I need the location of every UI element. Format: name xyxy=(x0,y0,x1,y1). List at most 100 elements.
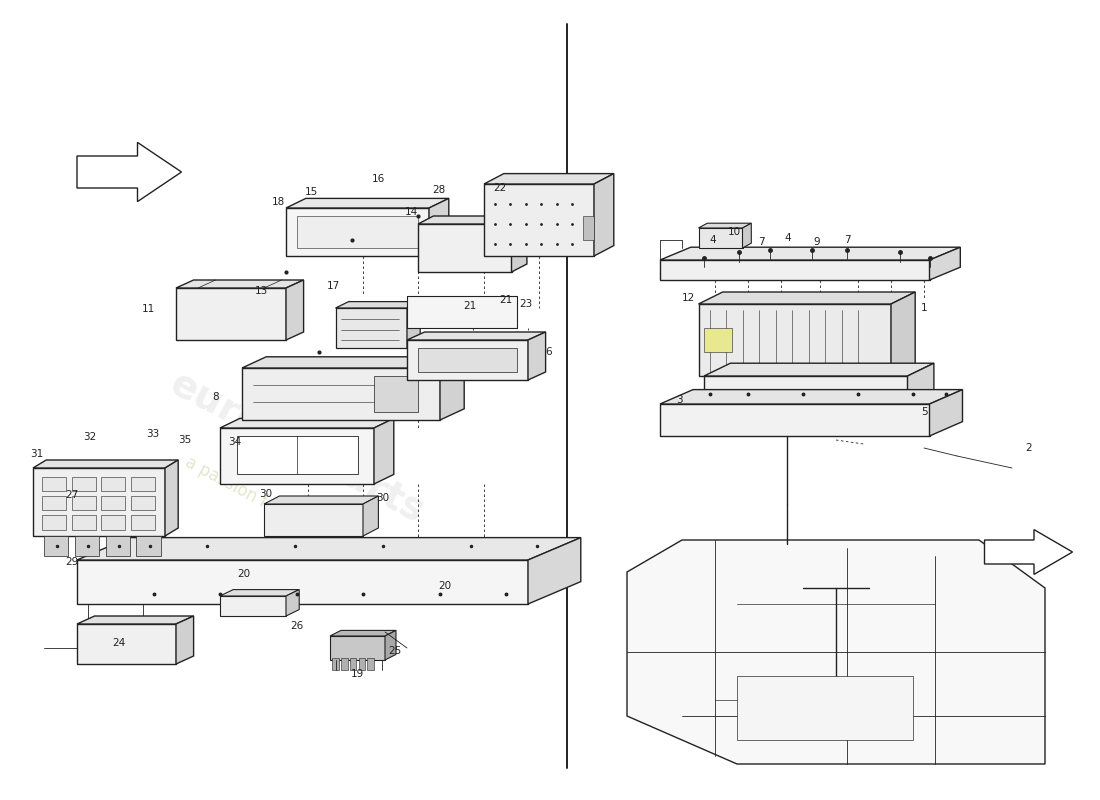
Text: 17: 17 xyxy=(327,281,340,290)
Bar xyxy=(350,658,356,670)
Polygon shape xyxy=(176,280,304,288)
Polygon shape xyxy=(330,630,396,636)
Bar xyxy=(367,658,374,670)
Text: 20: 20 xyxy=(238,569,251,578)
Bar xyxy=(704,328,732,352)
Bar xyxy=(42,496,66,510)
Bar xyxy=(330,636,385,660)
Bar xyxy=(407,340,528,380)
Text: 8: 8 xyxy=(212,392,219,402)
Text: 7: 7 xyxy=(758,238,764,247)
Text: 12: 12 xyxy=(682,293,695,302)
Polygon shape xyxy=(374,418,394,484)
Polygon shape xyxy=(512,216,527,272)
Bar xyxy=(42,515,66,530)
Bar xyxy=(220,596,286,616)
Text: 18: 18 xyxy=(272,197,285,206)
Bar xyxy=(242,368,440,420)
Bar xyxy=(101,477,125,491)
Polygon shape xyxy=(429,198,449,256)
Text: 34: 34 xyxy=(228,437,241,446)
Bar xyxy=(704,376,908,404)
Text: 28: 28 xyxy=(432,186,446,195)
Polygon shape xyxy=(407,332,546,340)
Bar xyxy=(332,658,339,670)
Bar xyxy=(286,208,429,256)
Bar xyxy=(33,468,165,536)
Text: 3: 3 xyxy=(676,395,683,405)
Polygon shape xyxy=(220,590,299,596)
Bar xyxy=(72,515,96,530)
Polygon shape xyxy=(363,496,378,536)
Polygon shape xyxy=(407,302,420,348)
Text: 33: 33 xyxy=(146,430,160,439)
Bar xyxy=(72,496,96,510)
Polygon shape xyxy=(33,460,178,468)
Polygon shape xyxy=(77,142,182,202)
Polygon shape xyxy=(908,363,934,404)
Text: 13: 13 xyxy=(255,286,268,296)
Bar xyxy=(341,658,348,670)
Text: 32: 32 xyxy=(84,432,97,442)
Bar xyxy=(106,536,130,556)
Bar xyxy=(44,536,68,556)
Bar xyxy=(583,216,594,240)
Bar xyxy=(220,428,374,484)
Text: 9: 9 xyxy=(813,237,820,246)
Polygon shape xyxy=(930,390,962,436)
Bar xyxy=(136,536,161,556)
Bar xyxy=(236,436,358,474)
Bar xyxy=(737,676,913,740)
Text: 30: 30 xyxy=(260,490,273,499)
Polygon shape xyxy=(336,302,420,308)
Polygon shape xyxy=(742,223,751,248)
Text: 10: 10 xyxy=(728,227,741,237)
Text: 24: 24 xyxy=(112,638,125,648)
Polygon shape xyxy=(286,280,304,340)
Bar xyxy=(131,496,155,510)
Polygon shape xyxy=(165,460,178,536)
Polygon shape xyxy=(704,363,934,376)
Text: 30: 30 xyxy=(376,493,389,502)
Polygon shape xyxy=(242,357,464,368)
Text: 20: 20 xyxy=(438,581,451,590)
Text: 21: 21 xyxy=(499,295,513,305)
Bar xyxy=(359,658,365,670)
Bar xyxy=(176,288,286,340)
Text: 25: 25 xyxy=(388,646,401,656)
Bar xyxy=(336,308,407,348)
Text: 6: 6 xyxy=(546,347,552,357)
Text: 7: 7 xyxy=(844,235,850,245)
Polygon shape xyxy=(77,616,194,624)
Bar xyxy=(407,296,517,328)
Bar xyxy=(418,348,517,372)
Bar xyxy=(131,477,155,491)
Polygon shape xyxy=(77,538,581,560)
Polygon shape xyxy=(528,538,581,604)
Polygon shape xyxy=(984,530,1072,574)
Bar xyxy=(72,477,96,491)
Polygon shape xyxy=(418,216,527,224)
Polygon shape xyxy=(264,496,378,504)
Text: a passion for parts since 1985: a passion for parts since 1985 xyxy=(183,453,411,587)
Polygon shape xyxy=(440,357,464,420)
Polygon shape xyxy=(698,292,915,304)
Polygon shape xyxy=(660,247,960,260)
Polygon shape xyxy=(286,590,299,616)
Polygon shape xyxy=(660,390,962,404)
Bar xyxy=(484,184,594,256)
Bar xyxy=(660,260,930,280)
Bar xyxy=(131,515,155,530)
Bar xyxy=(77,560,528,604)
Text: 35: 35 xyxy=(178,435,191,445)
Bar xyxy=(418,224,512,272)
Text: 4: 4 xyxy=(710,235,716,245)
Bar xyxy=(101,515,125,530)
Polygon shape xyxy=(286,198,449,208)
Bar xyxy=(297,216,418,248)
Polygon shape xyxy=(698,223,751,228)
Polygon shape xyxy=(594,174,614,256)
Text: 14: 14 xyxy=(405,207,418,217)
Polygon shape xyxy=(528,332,546,380)
Polygon shape xyxy=(627,540,1045,764)
